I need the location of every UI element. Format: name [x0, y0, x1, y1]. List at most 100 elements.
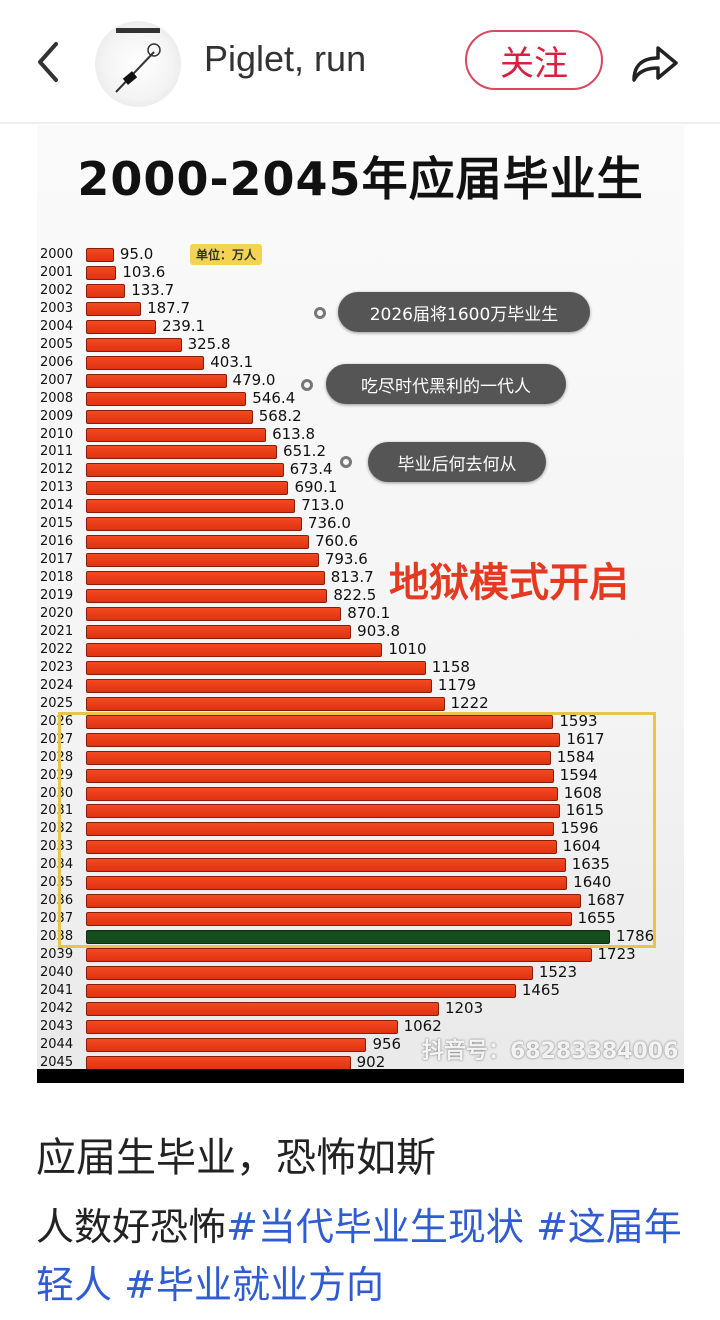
value-label: 1222	[450, 693, 489, 712]
bar-2007	[86, 373, 227, 388]
year-label: 2019	[40, 588, 74, 604]
value-label: 103.6	[122, 262, 166, 281]
hashtag[interactable]: #这届年轻人	[36, 1205, 682, 1307]
value-label: 822.5	[333, 586, 377, 605]
bar-2034	[86, 858, 566, 873]
post-header: Piglet, run 关注	[0, 0, 720, 124]
watermark: 抖音号：68283384006	[422, 1039, 679, 1064]
username[interactable]: Piglet, run	[204, 38, 367, 79]
year-label: 2027	[40, 731, 74, 747]
year-label: 2040	[40, 965, 74, 980]
value-label: 187.7	[147, 298, 191, 317]
value-label: 1465	[521, 980, 560, 999]
year-label: 2020	[40, 606, 74, 621]
value-label: 1596	[560, 819, 599, 838]
bar-2033	[86, 840, 557, 855]
year-label: 2039	[40, 947, 74, 963]
value-label: 1604	[562, 837, 601, 856]
bar-2000	[86, 248, 114, 262]
value-label: 1062	[403, 1016, 442, 1035]
share-arrow-icon[interactable]	[628, 38, 682, 86]
bar-2038	[86, 930, 610, 945]
follow-button[interactable]: 关注	[465, 30, 603, 90]
post-caption: 应届生毕业，恐怖如斯	[36, 1135, 436, 1181]
year-label: 2023	[40, 659, 74, 675]
bar-2001	[86, 265, 117, 280]
value-label: 95.0	[119, 245, 154, 263]
bar-2014	[86, 499, 296, 514]
year-label: 2016	[40, 534, 74, 550]
bar-2020	[86, 607, 342, 621]
hashtag[interactable]: #毕业就业方向	[124, 1263, 384, 1307]
hashtag[interactable]: #当代毕业生现状	[226, 1205, 524, 1249]
year-label: 2030	[40, 785, 74, 801]
bar-2015	[86, 517, 302, 532]
year-label: 2022	[40, 641, 74, 657]
value-label: 1158	[431, 657, 470, 676]
value-label: 1203	[444, 998, 484, 1017]
year-label: 2032	[40, 821, 74, 837]
value-label: 1523	[538, 963, 578, 981]
bar-2025	[86, 696, 445, 711]
year-label: 2018	[40, 570, 74, 586]
year-label: 2015	[40, 516, 74, 532]
value-label: 956	[372, 1034, 402, 1053]
bar-2008	[86, 391, 247, 406]
value-label: 546.4	[252, 388, 296, 407]
post-text: 人数好恐怖#当代毕业生现状 #这届年轻人 #毕业就业方向	[36, 1198, 686, 1314]
year-label: 2004	[40, 318, 74, 334]
chevron-left-icon[interactable]	[30, 38, 70, 86]
bar-2017	[86, 553, 319, 568]
bar-2011	[86, 445, 278, 460]
bar-2009	[86, 409, 253, 424]
value-label: 793.6	[324, 550, 368, 569]
headline-text: 地狱模式开启	[389, 560, 629, 606]
bubble-3: 毕业后何去何从	[368, 442, 546, 482]
bubble-dot-icon	[340, 456, 352, 468]
bar-2031	[86, 804, 560, 819]
bar-2039	[86, 948, 592, 963]
year-label: 2000	[40, 247, 74, 262]
value-label: 1608	[563, 783, 602, 802]
bar-2006	[86, 355, 205, 370]
bar-2002	[86, 283, 126, 298]
value-label: 613.8	[272, 424, 316, 443]
bar-2029	[86, 768, 554, 783]
bar-2026	[86, 714, 554, 729]
year-label: 2006	[40, 354, 74, 370]
value-label: 239.1	[162, 316, 206, 335]
bar-2035	[86, 876, 568, 891]
year-label: 2026	[40, 713, 74, 729]
avatar[interactable]	[95, 21, 181, 107]
year-label: 2017	[40, 552, 74, 568]
year-label: 2013	[40, 480, 74, 496]
bubble-dot-icon	[314, 307, 326, 319]
year-label: 2045	[40, 1054, 74, 1070]
bar-2028	[86, 750, 551, 765]
year-label: 2038	[40, 929, 74, 945]
value-label: 1010	[388, 639, 427, 658]
value-label: 902	[356, 1052, 386, 1071]
bar-2019	[86, 589, 328, 604]
year-label: 2031	[40, 803, 74, 819]
year-label: 2044	[40, 1036, 74, 1052]
post-image-chart[interactable]: 2000-2045年应届毕业生 单位：万人 2000 95.0 2001 103.6 2…	[37, 125, 684, 1083]
bar-2018	[86, 571, 325, 586]
bar-2022	[86, 642, 383, 657]
value-label: 133.7	[131, 280, 175, 299]
year-label: 2034	[40, 857, 74, 873]
year-label: 2003	[40, 300, 74, 316]
bar-2005	[86, 337, 182, 352]
bar-2004	[86, 319, 157, 334]
bar-2037	[86, 912, 572, 927]
bar-2027	[86, 732, 561, 747]
bar-2012	[86, 463, 284, 478]
image-bottom-bar	[37, 1069, 684, 1083]
value-label: 403.1	[210, 352, 254, 371]
year-label: 2029	[40, 767, 74, 783]
value-label: 1723	[597, 945, 636, 964]
bar-2036	[86, 894, 581, 909]
value-label: 690.1	[294, 478, 338, 497]
year-label: 2021	[40, 623, 74, 639]
year-label: 2028	[40, 749, 74, 765]
